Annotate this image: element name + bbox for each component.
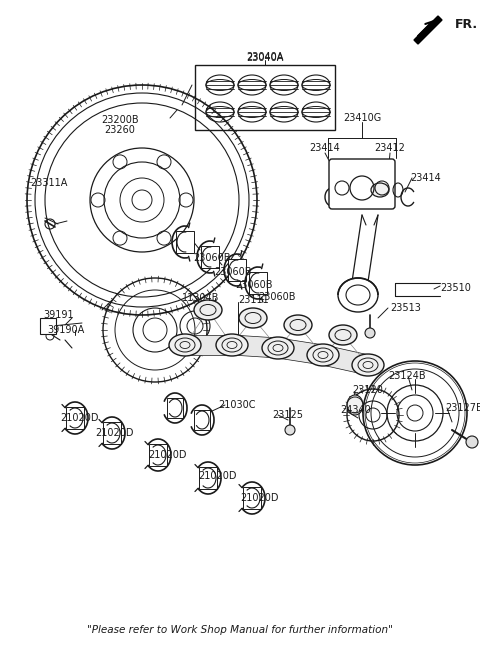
Bar xyxy=(243,487,261,509)
Ellipse shape xyxy=(216,334,248,356)
Text: 39191: 39191 xyxy=(43,310,73,320)
Text: 21030C: 21030C xyxy=(218,400,255,410)
Text: 23040A: 23040A xyxy=(246,53,284,63)
Text: 23060B: 23060B xyxy=(193,253,230,263)
Circle shape xyxy=(365,328,375,338)
Text: 21020D: 21020D xyxy=(60,413,98,423)
Text: 23060B: 23060B xyxy=(235,280,273,290)
Text: 23124B: 23124B xyxy=(388,371,426,381)
Text: 23060B: 23060B xyxy=(214,267,252,277)
Ellipse shape xyxy=(371,183,389,197)
Bar xyxy=(194,410,210,430)
Ellipse shape xyxy=(239,308,267,328)
Text: 23260: 23260 xyxy=(105,125,135,135)
Ellipse shape xyxy=(347,395,363,415)
Polygon shape xyxy=(231,335,279,358)
Text: 21020D: 21020D xyxy=(148,450,187,460)
Ellipse shape xyxy=(284,315,312,335)
Ellipse shape xyxy=(262,337,294,359)
Bar xyxy=(228,259,246,281)
Polygon shape xyxy=(321,345,370,374)
Bar xyxy=(66,407,84,429)
Ellipse shape xyxy=(352,354,384,376)
Text: 21020D: 21020D xyxy=(198,471,237,481)
Text: 11304B: 11304B xyxy=(182,293,219,303)
Circle shape xyxy=(285,425,295,435)
Bar xyxy=(149,444,167,466)
Bar xyxy=(195,65,335,130)
Text: 23127B: 23127B xyxy=(445,403,480,413)
Bar xyxy=(249,272,267,294)
FancyArrowPatch shape xyxy=(418,22,432,36)
Text: 23412: 23412 xyxy=(374,143,406,153)
Text: 23060B: 23060B xyxy=(258,292,296,302)
Bar xyxy=(199,467,217,489)
Ellipse shape xyxy=(307,344,339,366)
Text: 23311A: 23311A xyxy=(30,178,67,188)
Polygon shape xyxy=(414,16,442,44)
Ellipse shape xyxy=(338,278,378,312)
Text: 21020D: 21020D xyxy=(95,428,133,438)
Text: 23111: 23111 xyxy=(238,295,269,305)
Text: 23200B: 23200B xyxy=(101,115,139,125)
Circle shape xyxy=(466,436,478,448)
Ellipse shape xyxy=(329,325,357,345)
Text: FR.: FR. xyxy=(455,18,478,32)
Ellipse shape xyxy=(169,334,201,356)
FancyBboxPatch shape xyxy=(329,159,395,209)
Text: 23414: 23414 xyxy=(410,173,441,183)
Text: 39190A: 39190A xyxy=(47,325,84,335)
Ellipse shape xyxy=(194,300,222,320)
Text: 23040A: 23040A xyxy=(246,52,284,62)
Text: 23513: 23513 xyxy=(390,303,421,313)
Bar xyxy=(201,246,219,268)
Text: 23414: 23414 xyxy=(310,143,340,153)
Bar xyxy=(40,318,56,334)
Text: "Please refer to Work Shop Manual for further information": "Please refer to Work Shop Manual for fu… xyxy=(87,625,393,635)
Polygon shape xyxy=(276,338,324,365)
Text: 21020D: 21020D xyxy=(240,493,278,503)
Bar xyxy=(176,231,194,253)
Polygon shape xyxy=(185,335,232,355)
Bar xyxy=(167,398,183,418)
Bar xyxy=(103,422,121,444)
Text: 24340: 24340 xyxy=(340,405,371,415)
Text: 23510: 23510 xyxy=(440,283,471,293)
Text: 23410G: 23410G xyxy=(343,113,381,123)
Text: 23125: 23125 xyxy=(272,410,303,420)
Text: 23120: 23120 xyxy=(352,385,383,395)
